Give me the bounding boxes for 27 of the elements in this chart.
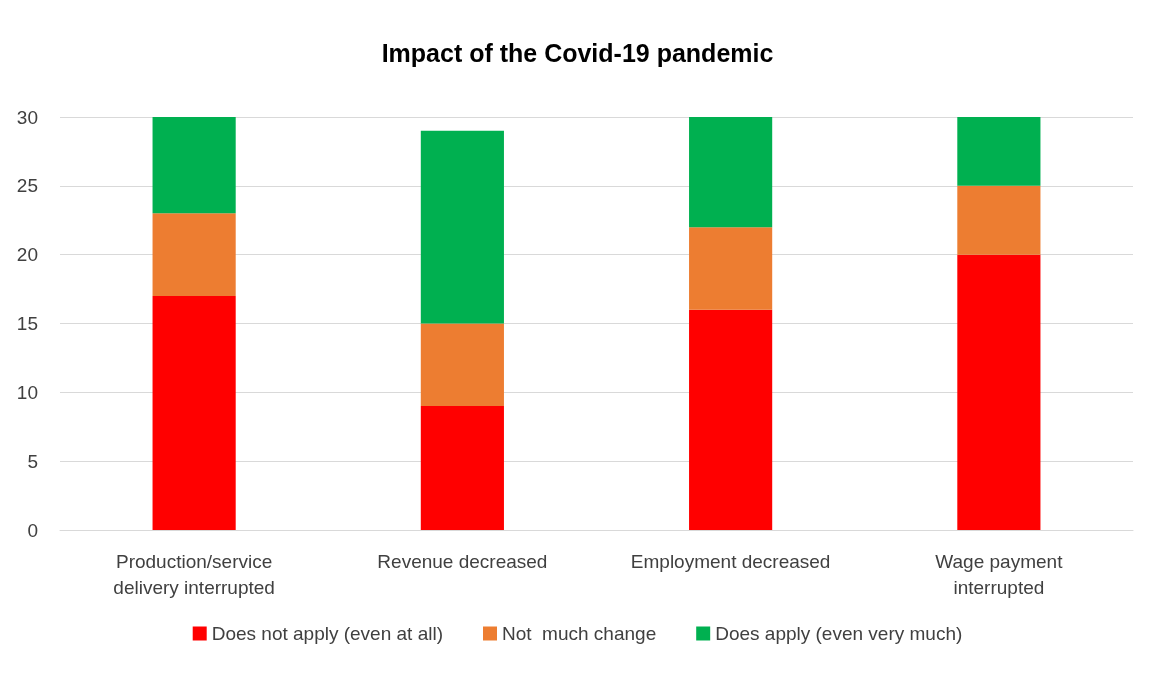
bar	[957, 117, 1041, 186]
bar	[957, 254, 1041, 530]
bar	[420, 406, 504, 530]
y-tick-label: 5	[27, 450, 38, 472]
bar	[689, 309, 773, 530]
y-tick-label: 20	[16, 244, 38, 266]
x-tick-label: Employment decreased	[630, 550, 831, 572]
bar	[152, 213, 236, 296]
bar	[152, 117, 236, 214]
legend-label: Does not apply (even at all)	[211, 623, 443, 644]
bar	[420, 323, 504, 407]
bar	[152, 295, 236, 530]
bar	[689, 117, 773, 228]
y-tick-label: 30	[16, 106, 38, 128]
legend-label: Not much change	[502, 623, 657, 644]
y-tick-label: 15	[16, 313, 38, 334]
bar	[420, 130, 504, 324]
y-tick-label: 10	[16, 381, 38, 403]
bar	[689, 227, 773, 310]
x-tick-label: Production/service delivery interrupted	[113, 550, 275, 598]
chart-title: Impact of the Covid-19 pandemic	[381, 38, 774, 67]
y-tick-label: 0	[27, 519, 38, 541]
x-tick-label: Wage payment interrupted	[935, 550, 1064, 598]
y-tick-label: 25	[16, 175, 38, 197]
legend-label: Does apply (even very much)	[715, 623, 963, 644]
x-tick-label: Revenue decreased	[377, 550, 548, 572]
bar	[957, 185, 1041, 255]
